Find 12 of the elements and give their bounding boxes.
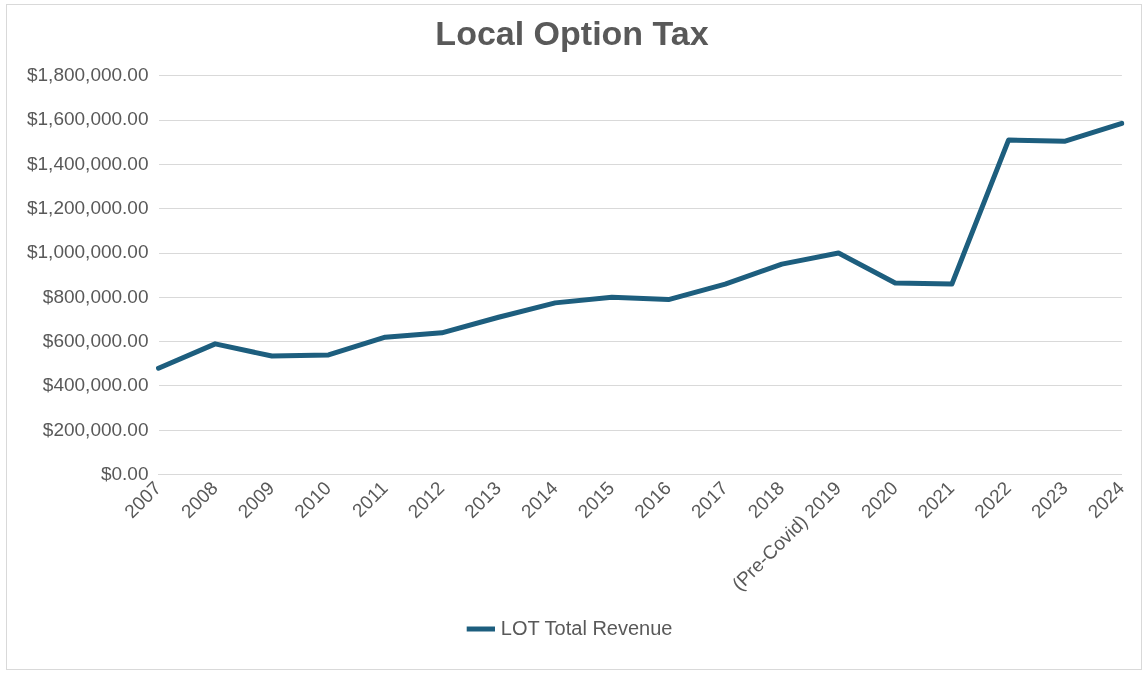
y-tick-label: $1,200,000.00 — [26, 196, 149, 218]
y-tick-label: $1,600,000.00 — [26, 108, 149, 130]
y-tick-label: $400,000.00 — [42, 374, 149, 396]
y-tick-label: $1,400,000.00 — [26, 152, 149, 174]
y-tick-label: $1,800,000.00 — [26, 64, 149, 86]
y-tick-label: $0.00 — [100, 462, 149, 484]
y-tick-label: $600,000.00 — [42, 329, 149, 351]
legend-label: LOT Total Revenue — [500, 616, 673, 639]
chart-title: Local Option Tax — [435, 13, 709, 52]
y-tick-label: $800,000.00 — [42, 285, 149, 307]
y-tick-label: $200,000.00 — [42, 418, 149, 440]
y-tick-label: $1,000,000.00 — [26, 241, 149, 263]
